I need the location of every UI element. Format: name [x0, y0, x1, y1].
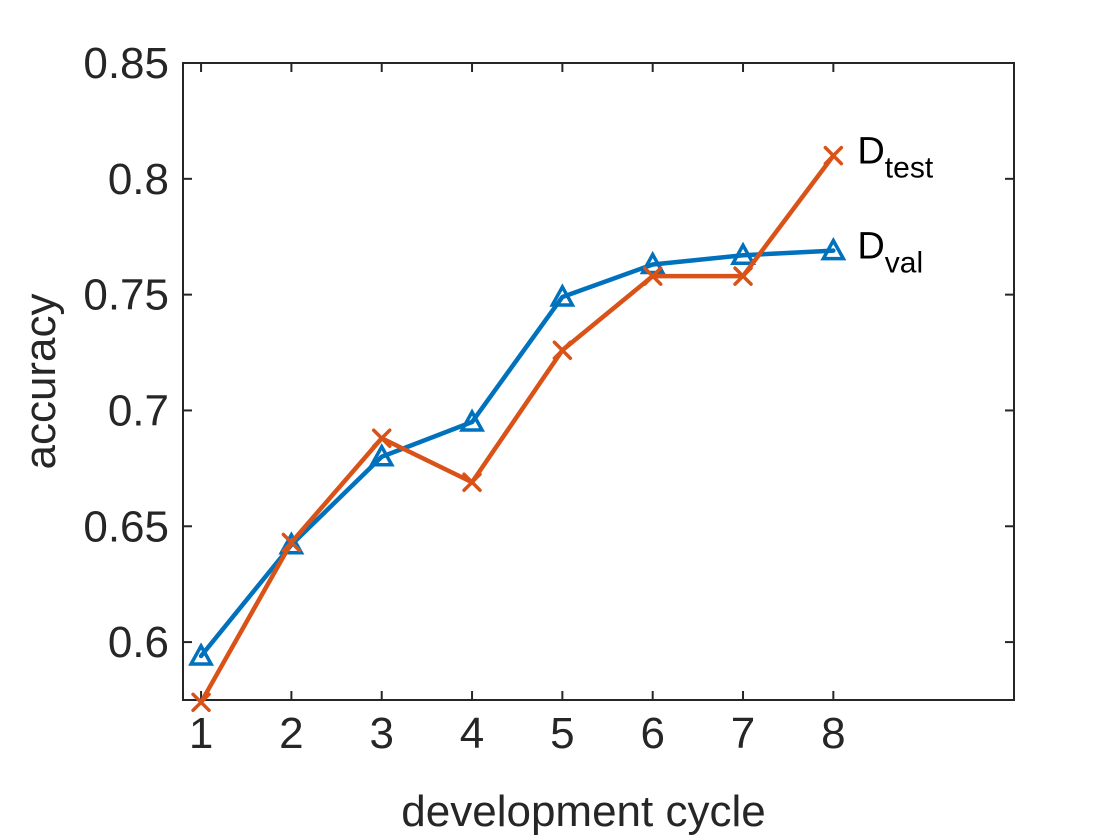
- series-line-val: [198, 248, 836, 659]
- plot-area: [182, 62, 1015, 701]
- data-point-val: [639, 250, 666, 275]
- data-point-val: [368, 443, 395, 467]
- data-point-val: [188, 642, 215, 666]
- x-tick-label: 4: [460, 709, 484, 758]
- x-tick-label: 2: [279, 709, 303, 758]
- data-point-test: [642, 266, 663, 286]
- series-line-test: [198, 153, 836, 705]
- x-tick-label: 8: [821, 709, 845, 758]
- data-point-val: [549, 283, 576, 307]
- x-tick-label: 7: [731, 709, 755, 758]
- series-layer: [188, 145, 847, 713]
- series-label-subscript: val: [885, 247, 923, 280]
- series-label-subscript: test: [885, 152, 934, 185]
- data-point-val: [459, 408, 486, 432]
- x-tick-label: 6: [640, 709, 664, 758]
- y-tick-label: 0.75: [83, 271, 169, 320]
- data-point-test: [733, 266, 753, 286]
- series-test: [191, 145, 844, 713]
- series-val: [188, 237, 847, 666]
- data-point-val: [278, 531, 305, 555]
- series-label-val: Dval: [857, 226, 923, 280]
- y-tick-label: 0.6: [108, 618, 169, 667]
- y-tick-label: 0.7: [108, 386, 169, 435]
- data-point-test: [823, 145, 844, 166]
- x-tick-label: 3: [369, 709, 393, 758]
- series-label-main: D: [857, 226, 884, 268]
- data-point-test: [371, 428, 392, 449]
- y-tick-label: 0.85: [83, 39, 169, 88]
- x-axis-title: development cycle: [401, 787, 765, 836]
- data-point-test: [462, 472, 482, 493]
- data-point-val: [730, 241, 756, 266]
- data-point-test: [191, 692, 211, 713]
- x-tick-label: 1: [189, 709, 213, 758]
- series-label-main: D: [857, 131, 884, 173]
- data-point-test: [281, 532, 302, 553]
- y-tick-label: 0.8: [108, 155, 169, 204]
- x-tick-label: 5: [550, 709, 574, 758]
- data-point-val: [820, 237, 847, 261]
- series-label-test: Dtest: [857, 131, 933, 185]
- y-axis-title: accuracy: [16, 293, 65, 469]
- axes-box: [182, 62, 1015, 701]
- y-tick-label: 0.65: [83, 502, 169, 551]
- data-point-test: [552, 340, 573, 360]
